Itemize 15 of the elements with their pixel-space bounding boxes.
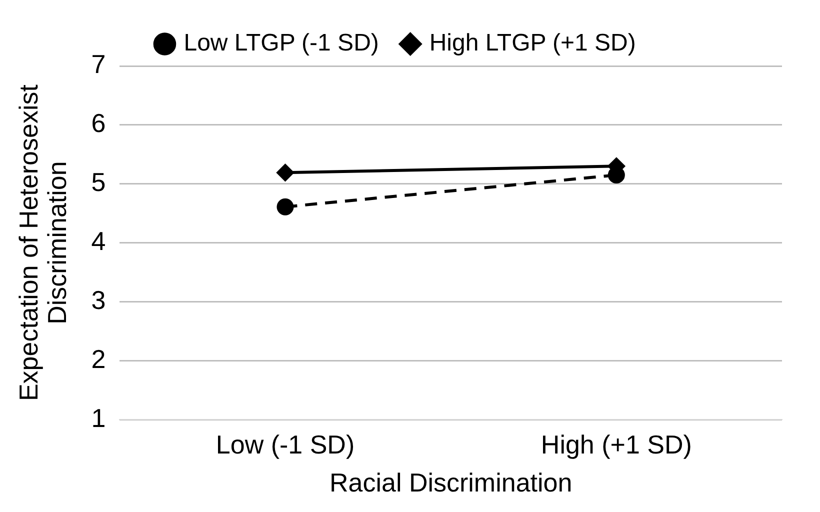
legend-label: Low LTGP (-1 SD) xyxy=(184,30,379,57)
y-tick-label: 7 xyxy=(91,49,106,80)
y-tick-label: 3 xyxy=(91,284,106,315)
x-axis-title: Racial Discrimination xyxy=(329,468,572,498)
y-tick-label: 5 xyxy=(91,167,106,198)
y-tick-label: 1 xyxy=(91,402,106,433)
legend-label: High LTGP (+1 SD) xyxy=(429,30,636,57)
y-tick-label: 4 xyxy=(91,226,106,256)
x-tick-label: Low (-1 SD) xyxy=(216,429,355,460)
y-tick-label: 2 xyxy=(91,344,106,374)
point xyxy=(276,164,294,182)
y-tick-label: 6 xyxy=(91,108,106,138)
y-axis-title: Expectation of Heterosexist Discrimination xyxy=(13,84,72,402)
x-tick-label: High (+1 SD) xyxy=(540,429,692,460)
point xyxy=(276,198,294,216)
